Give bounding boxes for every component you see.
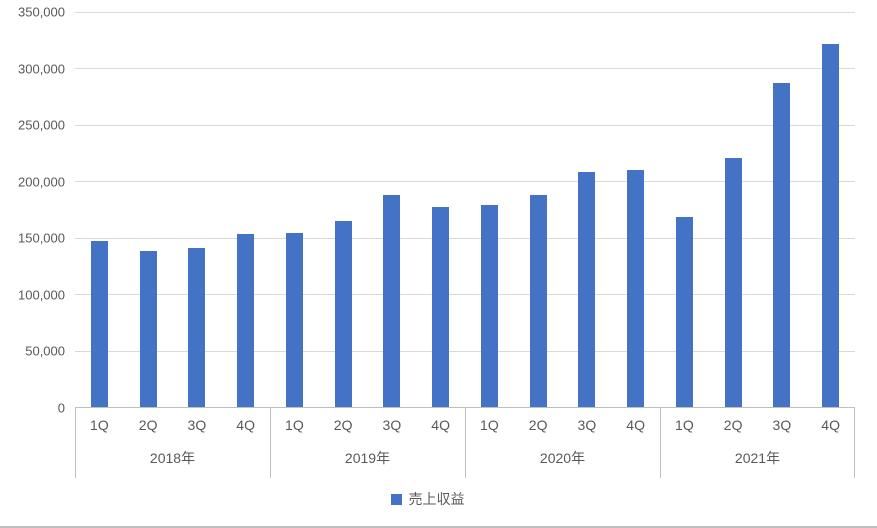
gridline: [75, 294, 855, 296]
x-tick-label: 2Q: [138, 417, 158, 433]
bar-2020-1Q: [480, 205, 498, 407]
axis-group-divider: [270, 408, 271, 478]
y-tick-label: 200,000: [18, 174, 65, 190]
bar-2020-2Q: [529, 194, 547, 407]
plot-row: 0 50,000 100,000 150,000 200,000 250,000 300,0…: [0, 5, 855, 416]
year-group-label: 2021年: [734, 450, 781, 466]
x-tick-label: 1Q: [675, 417, 694, 433]
legend-label: 売上収益: [408, 491, 465, 507]
y-tick-label: 300,000: [18, 61, 65, 77]
x-axis: 1Q 2Q 3Q 4Q 1Q 2Q 3Q 4Q 1Q 2Q 3Q 4Q 1Q 2Q 3Q 4Q 2018年 20…: [75, 408, 855, 478]
y-tick-label: 0: [57, 400, 65, 416]
bar-2020-3Q: [578, 172, 596, 407]
year-group-label: 2019年: [344, 450, 391, 466]
bar-cell: [173, 12, 222, 407]
bar-2018-2Q: [139, 251, 157, 407]
bar-cell: [660, 12, 709, 407]
gridline: [75, 237, 855, 239]
bar-cell: [709, 12, 758, 407]
bar-2021-3Q: [773, 83, 791, 407]
x-tick-label: 1Q: [90, 417, 109, 433]
bar-cell: [221, 12, 270, 407]
x-tick-label: 4Q: [431, 417, 450, 433]
bar-cell: [758, 12, 807, 407]
bar-2021-4Q: [822, 43, 840, 407]
y-tick-label: 350,000: [18, 4, 65, 20]
x-tick-label: 3Q: [772, 417, 792, 433]
gridline: [75, 68, 855, 70]
legend: 売上収益: [0, 478, 855, 520]
gridline: [75, 181, 855, 183]
bar-2018-3Q: [188, 247, 206, 407]
x-tick-label: 4Q: [626, 417, 645, 433]
bar-2018-4Q: [237, 234, 255, 407]
x-tick-label: 1Q: [285, 417, 304, 433]
bar-cell: [270, 12, 319, 407]
bars-layer: [75, 12, 855, 407]
axis-group-divider: [660, 408, 661, 478]
year-label-row: 2018年 2019年 2020年 2021年: [75, 442, 855, 478]
axis-group-divider: [465, 408, 466, 478]
x-tick-label: 3Q: [382, 417, 402, 433]
y-tick-label: 250,000: [18, 117, 65, 133]
bar-cell: [319, 12, 368, 407]
x-tick-label: 4Q: [821, 417, 840, 433]
bar-2021-2Q: [724, 157, 742, 407]
bar-cell: [416, 12, 465, 407]
bar-cell: [465, 12, 514, 407]
x-tick-label: 1Q: [480, 417, 499, 433]
x-tick-label: 2Q: [528, 417, 548, 433]
x-tick-label: 3Q: [577, 417, 597, 433]
bar-cell: [368, 12, 417, 407]
bar-2021-1Q: [675, 217, 693, 407]
y-tick-label: 150,000: [18, 230, 65, 246]
gridline: [75, 350, 855, 352]
bar-cell: [75, 12, 124, 407]
x-tick-label: 4Q: [236, 417, 255, 433]
y-tick-label: 50,000: [25, 343, 65, 359]
x-tick-label: 3Q: [187, 417, 207, 433]
bar-2019-3Q: [383, 194, 401, 407]
bar-cell: [124, 12, 173, 407]
bar-cell: [514, 12, 563, 407]
axis-group-divider: [854, 408, 855, 478]
quarter-label-row: 1Q 2Q 3Q 4Q 1Q 2Q 3Q 4Q 1Q 2Q 3Q 4Q 1Q 2Q 3Q 4Q: [75, 408, 855, 442]
year-group-label: 2020年: [539, 450, 586, 466]
bar-2019-4Q: [432, 207, 450, 407]
gridline: [75, 124, 855, 126]
y-axis: 0 50,000 100,000 150,000 200,000 250,000 300,0…: [0, 5, 75, 416]
bar-2019-2Q: [334, 220, 352, 407]
bar-2020-4Q: [627, 170, 645, 407]
plot-area: [75, 12, 855, 408]
y-tick-label: 100,000: [18, 287, 65, 303]
bar-cell: [563, 12, 612, 407]
bar-cell: [611, 12, 660, 407]
gridline: [75, 12, 855, 13]
x-tick-label: 2Q: [333, 417, 353, 433]
axis-group-divider: [75, 408, 76, 478]
bar-cell: [806, 12, 855, 407]
year-group-label: 2018年: [149, 450, 196, 466]
bar-2018-1Q: [90, 241, 108, 407]
legend-swatch-icon: [390, 493, 402, 505]
bar-2019-1Q: [285, 233, 303, 407]
x-tick-label: 2Q: [723, 417, 743, 433]
